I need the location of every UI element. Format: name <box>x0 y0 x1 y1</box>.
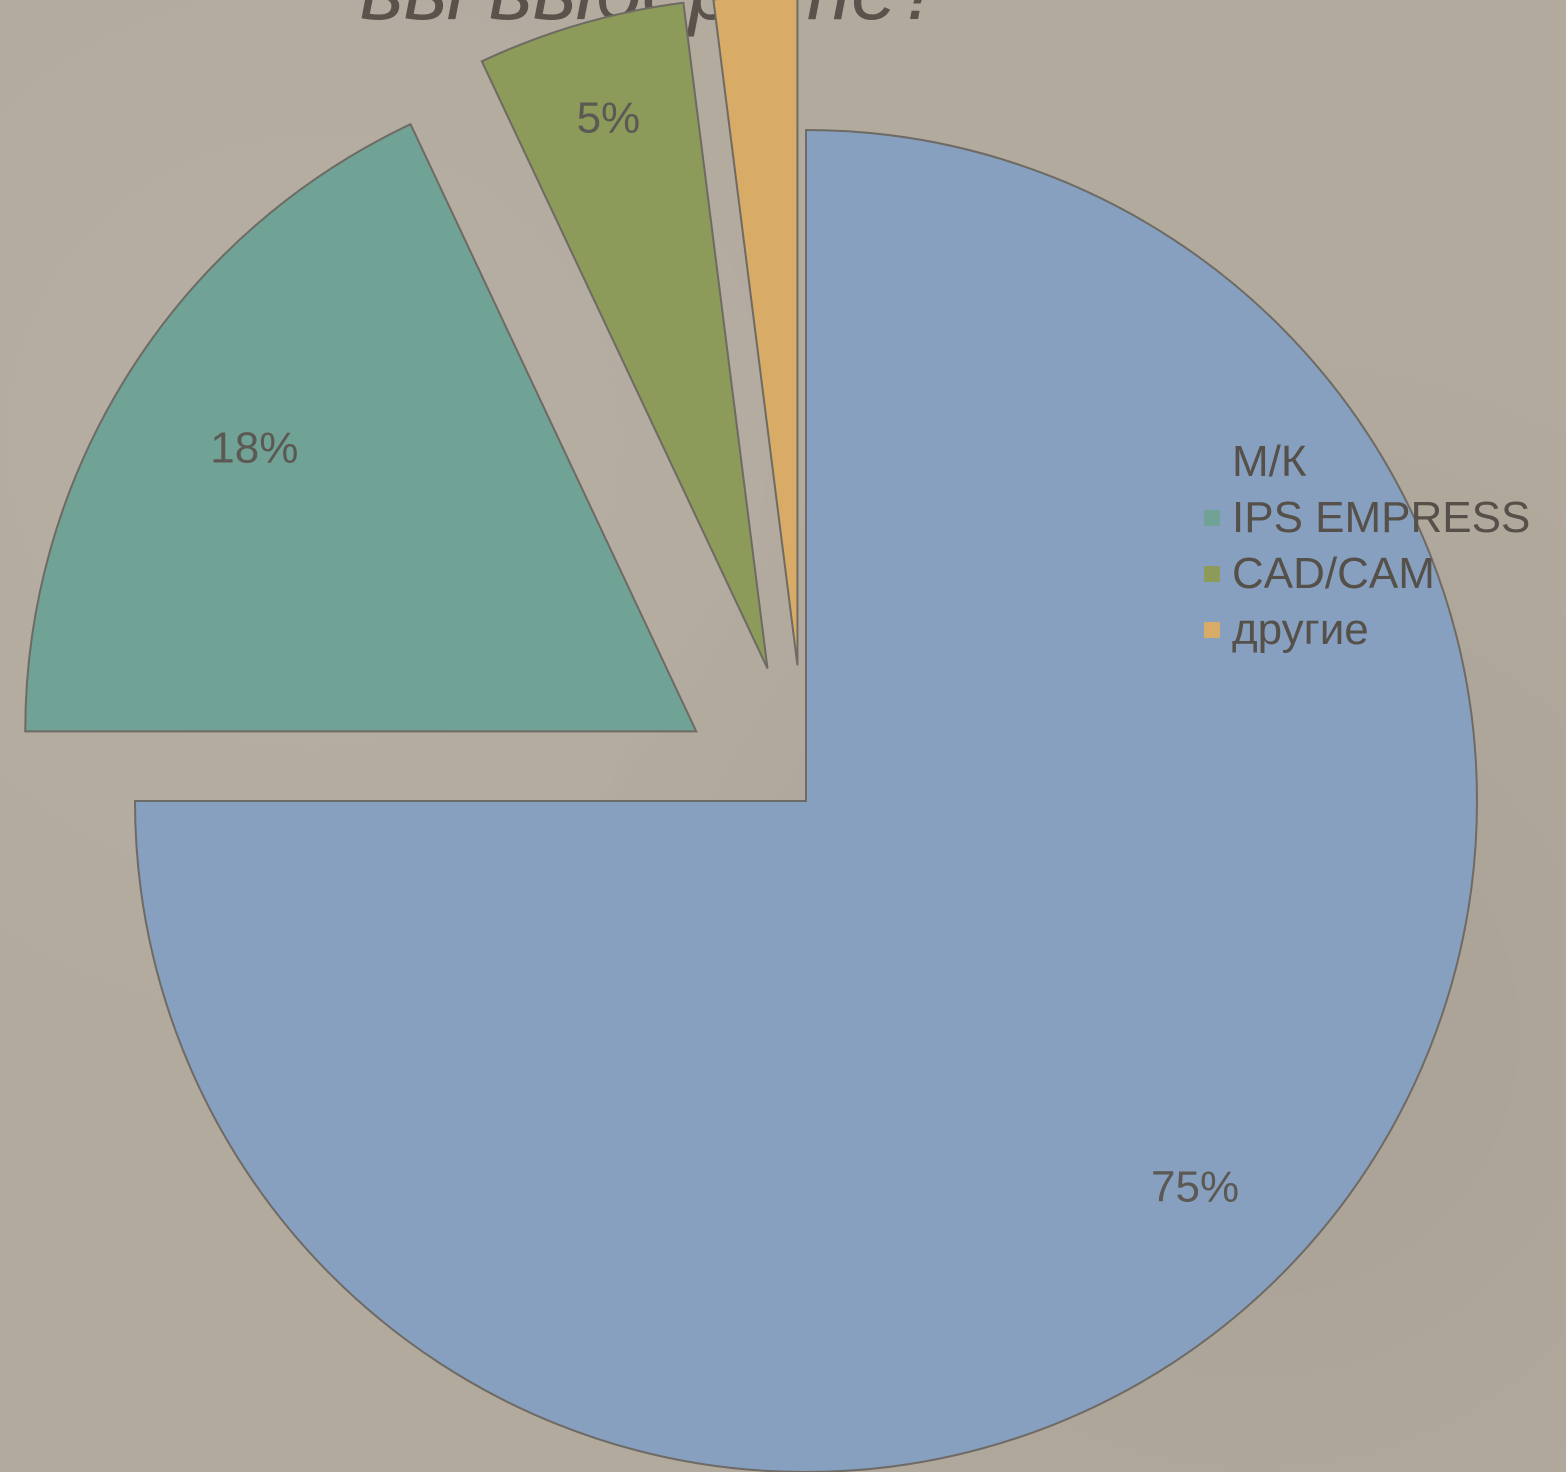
data-label-mk: 75% <box>1151 1163 1239 1212</box>
pie-data-labels: 75% 18% 5% <box>210 93 1239 1211</box>
data-label-cad-cam: 5% <box>577 93 641 142</box>
legend-label-cad-cam: CAD/CAM <box>1232 549 1435 598</box>
legend-label-mk: М/К <box>1232 437 1307 486</box>
legend-swatch-ips-empress <box>1204 510 1220 526</box>
legend-swatch-mk <box>1204 454 1220 470</box>
pie-slice-ips-empress <box>24 122 698 733</box>
pie-slice-other <box>712 0 799 666</box>
legend-swatch-other <box>1204 622 1220 638</box>
legend-item-cad-cam: CAD/CAM <box>1204 546 1530 602</box>
legend-item-mk: М/К <box>1204 434 1530 490</box>
legend-label-other: другие <box>1232 605 1369 654</box>
data-label-ips-empress: 18% <box>210 424 298 473</box>
pie-slices <box>24 0 1478 1472</box>
legend-swatch-cad-cam <box>1204 566 1220 582</box>
chart-legend: М/К IPS EMPRESS CAD/CAM другие <box>1204 434 1530 658</box>
legend-item-ips-empress: IPS EMPRESS <box>1204 490 1530 546</box>
legend-label-ips-empress: IPS EMPRESS <box>1232 493 1531 542</box>
pie-slice-mk <box>133 128 1478 1472</box>
legend-item-other: другие <box>1204 602 1530 658</box>
pie-slice-cad-cam <box>480 1 769 669</box>
